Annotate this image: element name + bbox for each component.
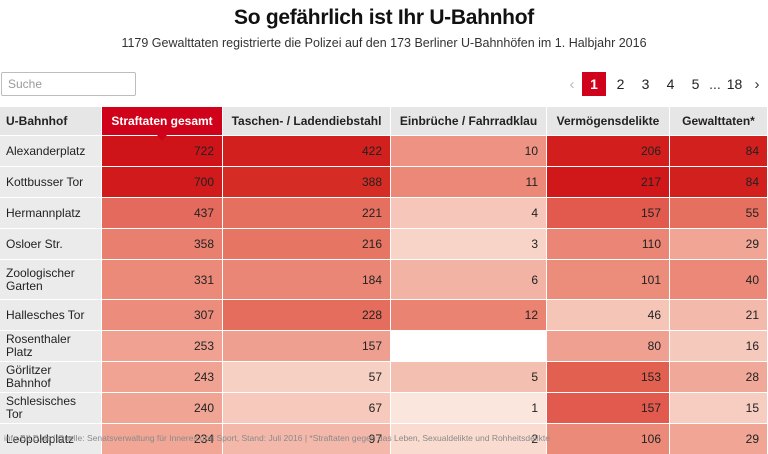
value-cell: 228: [223, 299, 391, 330]
search-input[interactable]: [1, 72, 136, 96]
value-cell: 16: [670, 330, 768, 361]
table-row: Kottbusser Tor 700 388 11 217 84: [0, 166, 768, 197]
column-header-property[interactable]: Vermögensdelikte: [547, 107, 670, 135]
value-cell: 206: [547, 135, 670, 166]
page-subtitle: 1179 Gewalttaten registrierte die Polize…: [121, 36, 647, 50]
value-cell: 358: [102, 228, 223, 259]
page-button[interactable]: 3: [641, 76, 650, 92]
value-cell: 253: [102, 330, 223, 361]
value-cell: 80: [547, 330, 670, 361]
value-cell: 84: [670, 135, 768, 166]
value-cell: 700: [102, 166, 223, 197]
value-cell: 217: [547, 166, 670, 197]
value-cell: 5: [391, 361, 547, 392]
page-button-active[interactable]: 1: [582, 72, 606, 96]
value-cell: 40: [670, 259, 768, 299]
table-row: Schlesisches Tor 240 67 1 157 15: [0, 392, 768, 423]
page-button[interactable]: 4: [666, 76, 675, 92]
table-row: Hallesches Tor 307 228 12 46 21: [0, 299, 768, 330]
value-cell: 55: [670, 197, 768, 228]
table-row: Zoologischer Garten 331 184 6 101 40: [0, 259, 768, 299]
value-cell: 307: [102, 299, 223, 330]
value-cell: 157: [223, 330, 391, 361]
column-header-theft[interactable]: Taschen- / Ladendiebstahl: [223, 107, 391, 135]
value-cell: 101: [547, 259, 670, 299]
table-row: Görlitzer Bahnhof 243 57 5 153 28: [0, 361, 768, 392]
value-cell: 67: [223, 392, 391, 423]
value-cell: 15: [670, 392, 768, 423]
page-button[interactable]: 5: [691, 76, 700, 92]
station-name-cell: Hermannplatz: [0, 197, 102, 228]
column-header-burglary[interactable]: Einbrüche / Fahrradklau: [391, 107, 547, 135]
page-button-last[interactable]: 18: [726, 76, 743, 92]
value-cell: 437: [102, 197, 223, 228]
table-row: Rosenthaler Platz 253 157 80 16: [0, 330, 768, 361]
station-name-cell: Osloer Str.: [0, 228, 102, 259]
table-row: Alexanderplatz 722 422 10 206 84: [0, 135, 768, 166]
value-cell: 57: [223, 361, 391, 392]
value-cell: 216: [223, 228, 391, 259]
value-cell: 184: [223, 259, 391, 299]
station-name-cell: Hallesches Tor: [0, 299, 102, 330]
value-cell: 153: [547, 361, 670, 392]
value-cell: [391, 330, 547, 361]
table-row: Hermannplatz 437 221 4 157 55: [0, 197, 768, 228]
station-name-cell: Kottbusser Tor: [0, 166, 102, 197]
table-header-row: U-Bahnhof Straftaten gesamt Taschen- / L…: [0, 107, 768, 141]
data-table: U-Bahnhof Straftaten gesamt Taschen- / L…: [0, 107, 768, 454]
value-cell: 29: [670, 228, 768, 259]
value-cell: 21: [670, 299, 768, 330]
value-cell: 6: [391, 259, 547, 299]
value-cell: 10: [391, 135, 547, 166]
value-cell: 110: [547, 228, 670, 259]
station-name-cell: Rosenthaler Platz: [0, 330, 102, 361]
station-name-cell: Zoologischer Garten: [0, 259, 102, 299]
page-title: So gefährlich ist Ihr U-Bahnhof: [234, 6, 534, 29]
value-cell: 29: [670, 423, 768, 454]
value-cell: 331: [102, 259, 223, 299]
station-name-cell: Schlesisches Tor: [0, 392, 102, 423]
chevron-right-icon[interactable]: ›: [754, 75, 760, 93]
value-cell: 84: [670, 166, 768, 197]
value-cell: 240: [102, 392, 223, 423]
table-row: Osloer Str. 358 216 3 110 29: [0, 228, 768, 259]
station-name-cell: Alexanderplatz: [0, 135, 102, 166]
value-cell: 422: [223, 135, 391, 166]
value-cell: 28: [670, 361, 768, 392]
chevron-left-icon[interactable]: ‹: [569, 75, 575, 93]
column-header-total[interactable]: Straftaten gesamt: [102, 107, 223, 141]
pagination: ‹ 1 2 3 4 5 ... 18 ›: [562, 72, 767, 96]
value-cell: 1: [391, 392, 547, 423]
value-cell: 243: [102, 361, 223, 392]
value-cell: 388: [223, 166, 391, 197]
column-header-station[interactable]: U-Bahnhof: [0, 107, 102, 135]
value-cell: 157: [547, 197, 670, 228]
station-name-cell: Görlitzer Bahnhof: [0, 361, 102, 392]
value-cell: 221: [223, 197, 391, 228]
pagination-ellipsis: ...: [709, 76, 721, 92]
value-cell: 106: [547, 423, 670, 454]
source-footer: info.BILD.de | Quelle: Senatsverwaltung …: [4, 433, 550, 443]
value-cell: 12: [391, 299, 547, 330]
value-cell: 4: [391, 197, 547, 228]
page-button[interactable]: 2: [616, 76, 625, 92]
value-cell: 157: [547, 392, 670, 423]
value-cell: 46: [547, 299, 670, 330]
column-header-violence[interactable]: Gewalttaten*: [670, 107, 768, 135]
value-cell: 3: [391, 228, 547, 259]
value-cell: 11: [391, 166, 547, 197]
